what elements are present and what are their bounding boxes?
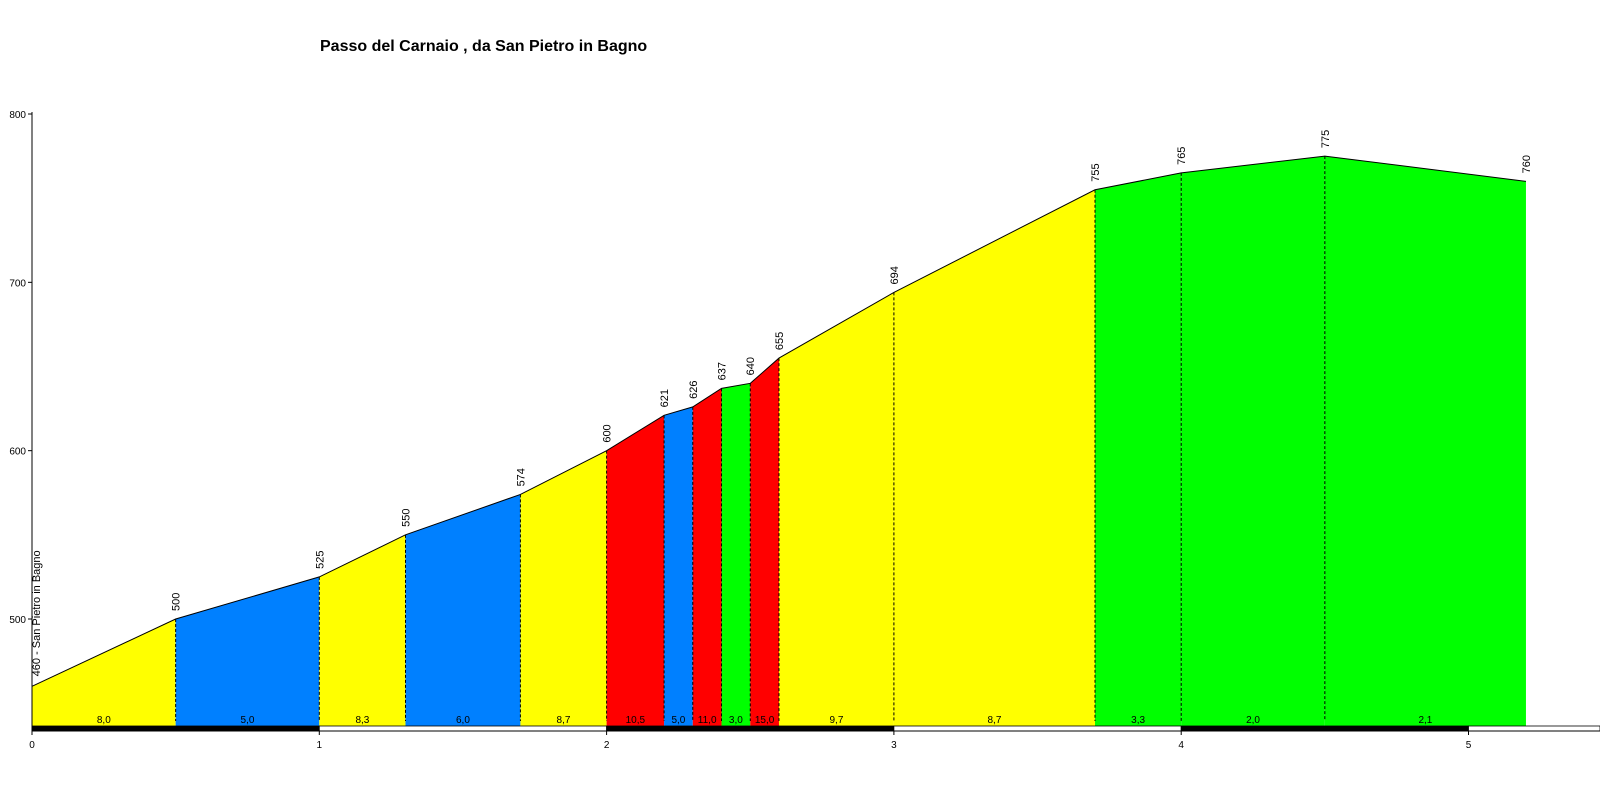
segment-area (32, 619, 176, 731)
gradient-label: 11,0 (698, 715, 717, 726)
elevation-label: 765 (1176, 147, 1188, 165)
segment-area (405, 494, 521, 731)
gradient-label: 3,0 (729, 715, 743, 726)
elevation-label: 655 (774, 332, 786, 350)
chart-title: Passo del Carnaio , da San Pietro in Bag… (320, 38, 648, 55)
gradient-label: 8,7 (557, 715, 571, 726)
segment-area (175, 576, 320, 731)
gradient-label: 8,7 (988, 715, 1002, 726)
start-point-label: 460 - San Pietro in Bagno (31, 550, 43, 676)
elevation-label: 637 (717, 362, 729, 380)
segment-area (1324, 156, 1526, 732)
x-tick-label: 2 (604, 740, 610, 751)
segment-area (1181, 156, 1325, 732)
gradient-label: 10,5 (626, 715, 646, 726)
elevation-label: 694 (889, 266, 901, 284)
gradient-label: 8,0 (97, 715, 111, 726)
y-tick-label: 600 (9, 447, 26, 458)
gradient-label: 15,0 (755, 715, 775, 726)
distance-bar-km (1468, 725, 1600, 732)
distance-bar-km (606, 725, 895, 732)
segment-area (721, 383, 751, 731)
elevation-label: 574 (515, 468, 527, 486)
x-tick-label: 5 (1466, 740, 1472, 751)
y-tick-label: 700 (9, 278, 26, 289)
segment-area (893, 189, 1096, 731)
y-tick-label: 800 (9, 110, 26, 121)
elevation-label: 640 (745, 357, 757, 375)
distance-bar-km (1180, 725, 1469, 732)
elevation-label: 775 (1320, 130, 1332, 148)
x-tick-label: 3 (891, 740, 897, 751)
x-tick-label: 1 (317, 740, 323, 751)
gradient-label: 2,1 (1418, 715, 1432, 726)
segment-area (606, 415, 665, 731)
elevation-label: 550 (400, 508, 412, 526)
gradient-label: 2,0 (1246, 715, 1260, 726)
distance-bar-km (31, 725, 320, 732)
elevation-label: 755 (1090, 163, 1102, 181)
elevation-label: 500 (171, 593, 183, 611)
gradient-label: 9,7 (829, 715, 843, 726)
gradient-label: 5,0 (241, 715, 255, 726)
segment-area (1095, 172, 1182, 731)
segment-area (750, 358, 779, 731)
profile-line (31, 155, 1527, 687)
segment-area (778, 292, 894, 731)
x-tick-label: 4 (1178, 740, 1184, 751)
gradient-label: 3,3 (1131, 715, 1145, 726)
elevation-label: 621 (659, 389, 671, 407)
x-tick-label: 0 (29, 740, 35, 751)
y-tick-label: 500 (9, 615, 26, 626)
segment-area (319, 534, 406, 731)
segment-area (664, 406, 693, 731)
distance-bar-km (893, 725, 1182, 732)
gradient-label: 5,0 (671, 715, 685, 726)
elevation-label: 600 (602, 424, 614, 442)
segment-area (520, 450, 607, 731)
segment-area (692, 388, 722, 731)
distance-bar-km (318, 725, 607, 732)
gradient-label: 8,3 (355, 715, 369, 726)
elevation-label: 760 (1521, 155, 1533, 173)
gradient-label: 6,0 (456, 715, 470, 726)
elevation-label: 525 (314, 551, 326, 569)
elevation-label: 626 (688, 381, 700, 399)
